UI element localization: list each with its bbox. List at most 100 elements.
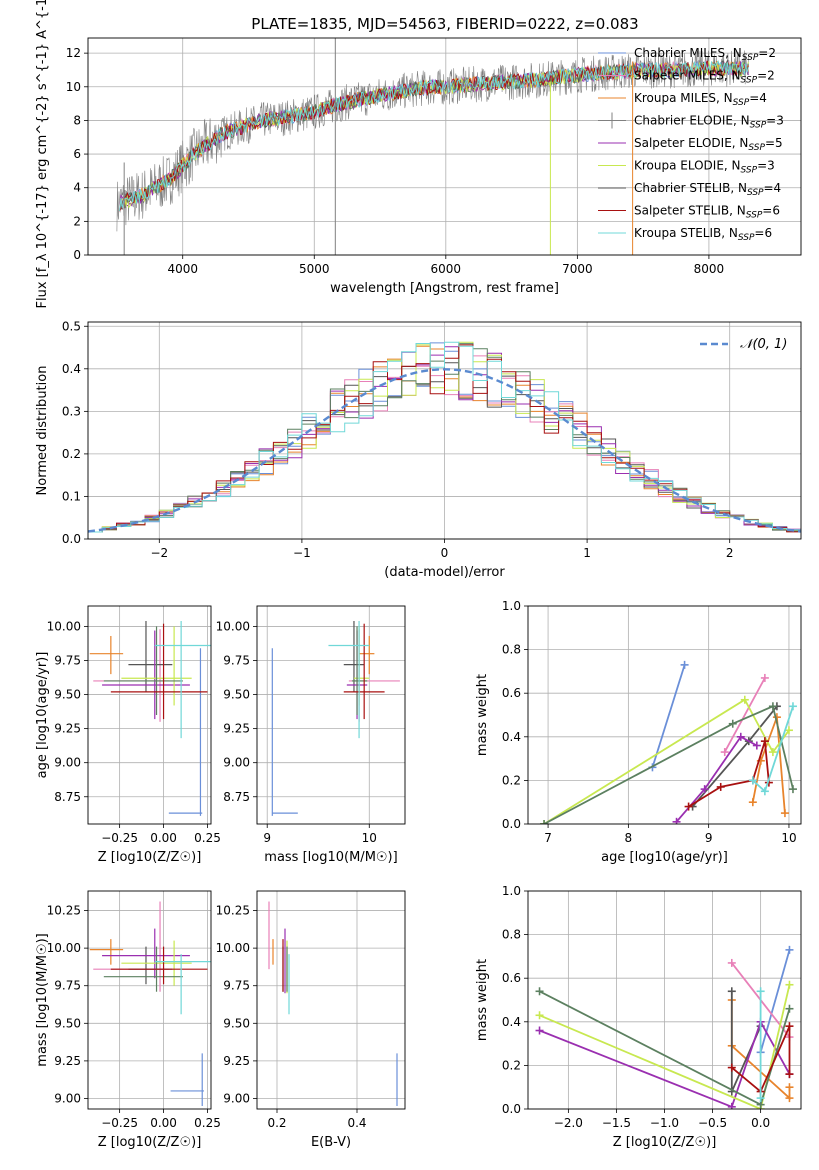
weight-marker bbox=[748, 798, 757, 807]
errorbar-point bbox=[128, 620, 173, 692]
y-tick-label: 0.0 bbox=[62, 532, 81, 546]
x-tick-label: 4000 bbox=[167, 262, 198, 276]
panel-age-Z: −0.25 0.00 0.25 8.75 9.00 9.25 9.50 9.75 10.00 Z … bbox=[35, 605, 221, 865]
weight-marker bbox=[752, 741, 761, 750]
x-tick-label: 10 bbox=[362, 831, 377, 845]
legend-label-sub: SSP bbox=[746, 211, 763, 221]
legend-label-text: Salpeter ELODIE, N bbox=[634, 136, 748, 150]
y-tick-label: 0.8 bbox=[502, 928, 521, 942]
y-tick-label: 9.75 bbox=[54, 654, 81, 668]
y-tick-label: 0.4 bbox=[62, 362, 81, 376]
legend-label: Salpeter MILES, NSSP=2 bbox=[634, 69, 775, 86]
legend-label-sub: SSP bbox=[748, 143, 765, 153]
y-tick-label: 1.0 bbox=[502, 884, 521, 898]
plot-area bbox=[540, 660, 797, 824]
plot-area bbox=[268, 901, 398, 1106]
x-tick-label: −1 bbox=[293, 546, 311, 560]
grid bbox=[257, 891, 405, 1109]
y-axis-label: mass weight bbox=[475, 959, 490, 1041]
y-tick-label: 9.75 bbox=[54, 979, 81, 993]
plot-area bbox=[535, 945, 794, 1109]
x-tick-label: −0.5 bbox=[698, 1116, 727, 1130]
y-tick-label: 10.00 bbox=[47, 619, 81, 633]
x-tick-label: 7000 bbox=[562, 262, 593, 276]
weight-marker bbox=[784, 726, 793, 735]
x-tick-label: 6000 bbox=[431, 262, 462, 276]
weight-marker bbox=[680, 660, 689, 669]
legend-label-text: Kroupa STELIB, N bbox=[634, 226, 738, 240]
x-axis-label: wavelength [Angstrom, rest frame] bbox=[330, 281, 559, 296]
panel-weight-Z: −2.0 −1.5 −1.0 −0.5 0.0 0.0 0.2 0.4 0.6 0.8 1.0 Z [… bbox=[475, 884, 802, 1150]
weight-marker bbox=[748, 776, 757, 785]
legend-label: 𝒩(0, 1) bbox=[740, 337, 787, 352]
errorbar-point bbox=[170, 1053, 204, 1106]
y-tick-label: 0.0 bbox=[502, 817, 521, 831]
weight-marker bbox=[780, 809, 789, 818]
x-tick-label: 9 bbox=[705, 831, 713, 845]
y-tick-label: 4 bbox=[73, 181, 81, 195]
weight-line-chabrier_stelib bbox=[543, 705, 794, 824]
y-tick-label: 9.25 bbox=[223, 722, 250, 736]
y-tick-label: 9.00 bbox=[54, 1091, 81, 1105]
legend-label-sub: SSP bbox=[741, 76, 758, 86]
errorbar-point bbox=[343, 620, 365, 692]
y-tick-label: 12 bbox=[66, 46, 81, 60]
errorbar-point bbox=[168, 648, 203, 816]
weight-marker bbox=[727, 987, 736, 996]
y-axis-label: Flux [f_λ 10^{-17} erg cm^{-2} s^{-1} A^… bbox=[35, 0, 50, 308]
x-tick-label: 9 bbox=[263, 831, 271, 845]
y-tick-label: 8.75 bbox=[54, 790, 81, 804]
legend-label-text: Kroupa ELODIE, N bbox=[634, 159, 741, 173]
legend-label-text: Salpeter MILES, N bbox=[634, 69, 741, 83]
errorbar-point bbox=[103, 626, 183, 715]
y-tick-label: 9.25 bbox=[54, 1054, 81, 1068]
legend-label-tail: =6 bbox=[754, 226, 772, 240]
legend-label-text: Chabrier MILES, N bbox=[634, 46, 742, 60]
y-tick-label: 10 bbox=[66, 80, 81, 94]
y-tick-label: 9.00 bbox=[223, 1091, 250, 1105]
legend-label-tail: =2 bbox=[758, 46, 776, 60]
weight-marker bbox=[756, 1094, 765, 1103]
y-tick-label: 0.4 bbox=[502, 1015, 521, 1029]
ticks: −2.0 −1.5 −1.0 −0.5 0.0 0.0 0.2 0.4 0.6 0.8 1.0 bbox=[502, 884, 770, 1130]
y-tick-label: 10.00 bbox=[216, 619, 250, 633]
legend-label: Chabrier ELODIE, NSSP=3 bbox=[634, 114, 784, 131]
panel-mass-Z: −0.25 0.00 0.25 9.00 9.25 9.50 9.75 10.00 10.25 Z… bbox=[35, 890, 221, 1150]
figure-title: PLATE=1835, MJD=54563, FIBERID=0222, z=0… bbox=[251, 15, 638, 33]
y-tick-label: 0 bbox=[73, 248, 81, 262]
x-tick-label: 0.25 bbox=[194, 1116, 221, 1130]
panels: 4000 5000 6000 7000 8000024681012wavelength … bbox=[35, 0, 802, 1150]
axes-frame bbox=[256, 890, 406, 1110]
weight-marker bbox=[785, 1070, 794, 1079]
legend-label: Kroupa MILES, NSSP=4 bbox=[634, 91, 767, 108]
x-tick-label: 7 bbox=[544, 831, 552, 845]
y-tick-label: 8 bbox=[73, 113, 81, 127]
weight-marker bbox=[540, 820, 549, 824]
x-tick-label: −2.0 bbox=[554, 1116, 583, 1130]
legend-label-sub: SSP bbox=[742, 53, 759, 63]
errorbar-point bbox=[102, 928, 190, 979]
errorbar-point bbox=[154, 620, 211, 739]
legend-label-text: Chabrier ELODIE, N bbox=[634, 114, 750, 128]
x-tick-label: 1 bbox=[583, 546, 591, 560]
legend-label-tail: =5 bbox=[765, 136, 783, 150]
panel-mass-EBV: 0.2 0.4 9.00 9.25 9.50 9.75 10.00 10.25 E(B-V) bbox=[216, 890, 406, 1150]
x-tick-label: −0.25 bbox=[101, 831, 138, 845]
y-tick-label: 0.3 bbox=[62, 404, 81, 418]
ticks: −0.25 0.00 0.25 9.00 9.25 9.50 9.75 10.00 10.25 bbox=[47, 904, 221, 1130]
legend-label-sub: SSP bbox=[738, 233, 755, 243]
weight-marker bbox=[788, 702, 797, 711]
weight-line-chabrier_elodie bbox=[730, 991, 762, 1092]
x-tick-label: −1.5 bbox=[602, 1116, 631, 1130]
y-tick-label: 10.25 bbox=[47, 904, 81, 918]
weight-marker bbox=[535, 987, 544, 996]
x-tick-label: 5000 bbox=[299, 262, 330, 276]
errorbar-point bbox=[271, 648, 298, 816]
x-tick-label: −2 bbox=[150, 546, 168, 560]
y-tick-label: 8.75 bbox=[223, 790, 250, 804]
weight-marker bbox=[727, 958, 736, 967]
legend-label-tail: =3 bbox=[766, 114, 784, 128]
x-axis-label: age [log10(age/yr)] bbox=[601, 850, 728, 865]
y-tick-label: 0.5 bbox=[62, 319, 81, 333]
